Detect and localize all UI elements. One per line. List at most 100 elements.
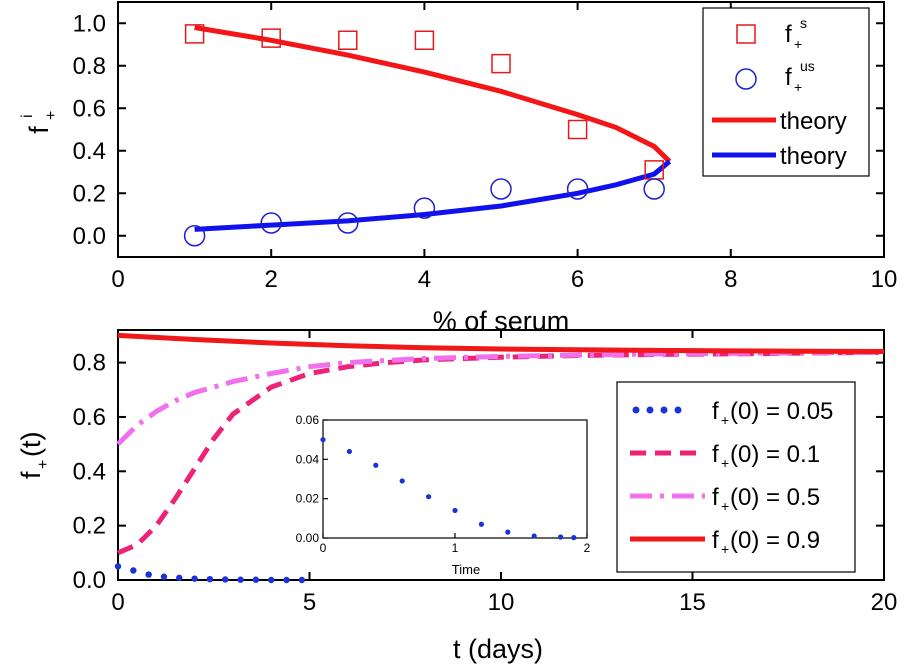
inset-data-point [320, 437, 326, 443]
top-y-tick-label: 0.0 [73, 223, 106, 250]
inset-x-axis-label: Time [452, 562, 480, 577]
inset-data-point [478, 521, 484, 527]
legend-label-sub: + [721, 455, 729, 471]
legend-circle-marker [735, 68, 757, 90]
legend-dot-sample [646, 406, 654, 414]
bottom-y-tick-label: 0.8 [73, 350, 106, 377]
bottom-y-tick-label: 0.0 [73, 567, 106, 594]
dotted-series-point [206, 575, 214, 583]
fus-data-point [183, 225, 206, 247]
fs-data-point [184, 24, 205, 44]
legend-label-rest: (0) = 0.05 [730, 398, 833, 425]
legend-label-rest: (0) = 0.1 [730, 441, 820, 468]
inset-data-point [531, 533, 537, 539]
legend-fs-main: f [785, 21, 792, 48]
inset-y-tick-label: 0.00 [296, 531, 320, 545]
bottom-y-label-main: f [16, 471, 46, 479]
bottom-legend: f + (0) = 0.05f + (0) = 0.1f + (0) = 0.5f + (0) … [616, 381, 856, 573]
bottom-x-tick-label: 0 [111, 589, 124, 616]
bottom-x-axis-label: t (days) [453, 634, 543, 664]
inset-y-tick-label: 0.06 [296, 413, 320, 427]
top-tick-labels: 0 2 4 6 8 10 0.0 0.2 0.4 0.6 0.8 1.0 [73, 10, 898, 293]
series-line-1 [117, 349, 885, 556]
legend-label-rest: (0) = 0.5 [730, 484, 820, 511]
legend-dot-sample [660, 406, 668, 414]
dotted-series-point [268, 576, 275, 584]
inset-plot: 0 1 2 0.00 0.02 0.04 0.06 Time [296, 413, 591, 577]
fus-data-point [260, 212, 282, 234]
fs-data-point [491, 53, 511, 74]
top-y-tick-label: 0.2 [73, 180, 106, 207]
top-x-tick-label: 8 [724, 266, 737, 293]
legend-label-main: f [712, 441, 719, 468]
fus-data-point [643, 178, 665, 200]
dotted-series-point [114, 563, 122, 570]
dotted-series-point [283, 576, 290, 584]
bottom-y-tick-label: 0.2 [73, 513, 106, 540]
top-y-tick-label: 1.0 [73, 10, 106, 37]
legend-label-sub: + [721, 541, 729, 557]
top-panel: 0 2 4 6 8 100.00.20.40.60.81.0 % of serum f +… [19, 1, 898, 336]
bottom-y-label-sub: + [35, 460, 52, 469]
fs-data-point [567, 119, 588, 140]
dotted-series-point [160, 573, 168, 580]
fus-data-point [566, 178, 589, 200]
dotted-series-point [145, 571, 152, 578]
fs-data-point [261, 28, 281, 48]
bottom-y-tick-label: 0.6 [73, 404, 106, 431]
dotted-series-point [298, 576, 306, 584]
top-y-label-sub: + [43, 111, 60, 120]
dotted-series-point [252, 576, 260, 583]
fus-data-point [337, 212, 359, 234]
dotted-series-point [176, 574, 183, 582]
inset-data-point [558, 534, 564, 540]
top-y-tick-label: 0.4 [73, 138, 106, 165]
legend-square-marker [736, 24, 756, 44]
fus-data-point [413, 197, 436, 219]
top-y-label-sup: i [19, 114, 36, 118]
top-legend: f + s f + us theory theory [702, 7, 870, 177]
inset-points [320, 437, 577, 541]
legend-fus-sup: us [800, 58, 815, 74]
inset-x-tick-label: 2 [584, 541, 591, 555]
legend-label-main: f [712, 484, 719, 511]
bottom-y-tick-label: 0.4 [73, 458, 106, 485]
dotted-series-point [237, 576, 244, 583]
top-y-tick-label: 0.8 [73, 53, 106, 80]
legend-theory-red: theory [780, 108, 847, 135]
top-y-axis-label: f + i [19, 111, 60, 134]
inset-x-tick-label: 0 [320, 541, 327, 555]
top-x-tick-label: 4 [418, 266, 431, 293]
inset-y-tick-label: 0.02 [296, 492, 320, 506]
bottom-x-tick-label: 5 [303, 589, 316, 616]
bottom-x-tick-label: 15 [679, 589, 706, 616]
bottom-x-tick-label: 10 [488, 589, 515, 616]
legend-dot-sample [632, 406, 640, 414]
top-plot-frame [117, 1, 885, 258]
legend-label-rest: (0) = 0.9 [730, 527, 820, 554]
inset-data-point [505, 529, 511, 535]
series-line-2 [116, 349, 885, 446]
legend-dot-sample [674, 406, 682, 414]
inset-data-point [571, 535, 577, 541]
theory-curve-3 [194, 159, 672, 232]
inset-x-tick-label: 1 [452, 541, 459, 555]
inset-frame [322, 419, 588, 539]
top-x-tick-label: 2 [265, 266, 278, 293]
bottom-tick-labels: 0 5 10 15 200.00.20.40.60.8 [73, 350, 898, 616]
top-x-tick-label: 6 [571, 266, 584, 293]
inset-data-point [399, 478, 405, 484]
inset-data-point [426, 494, 432, 500]
series-line-3 [117, 332, 885, 354]
legend-fus-main: f [785, 64, 792, 91]
top-x-tick-label: 10 [871, 266, 898, 293]
bottom-axis-ticks [117, 330, 885, 581]
legend-fs-sub: + [794, 36, 802, 52]
bottom-series [114, 332, 885, 584]
inset-data-point [373, 462, 379, 468]
top-series [183, 24, 672, 247]
dotted-series-point [130, 567, 137, 574]
legend-label-main: f [712, 398, 719, 425]
bottom-x-tick-label: 20 [871, 589, 898, 616]
